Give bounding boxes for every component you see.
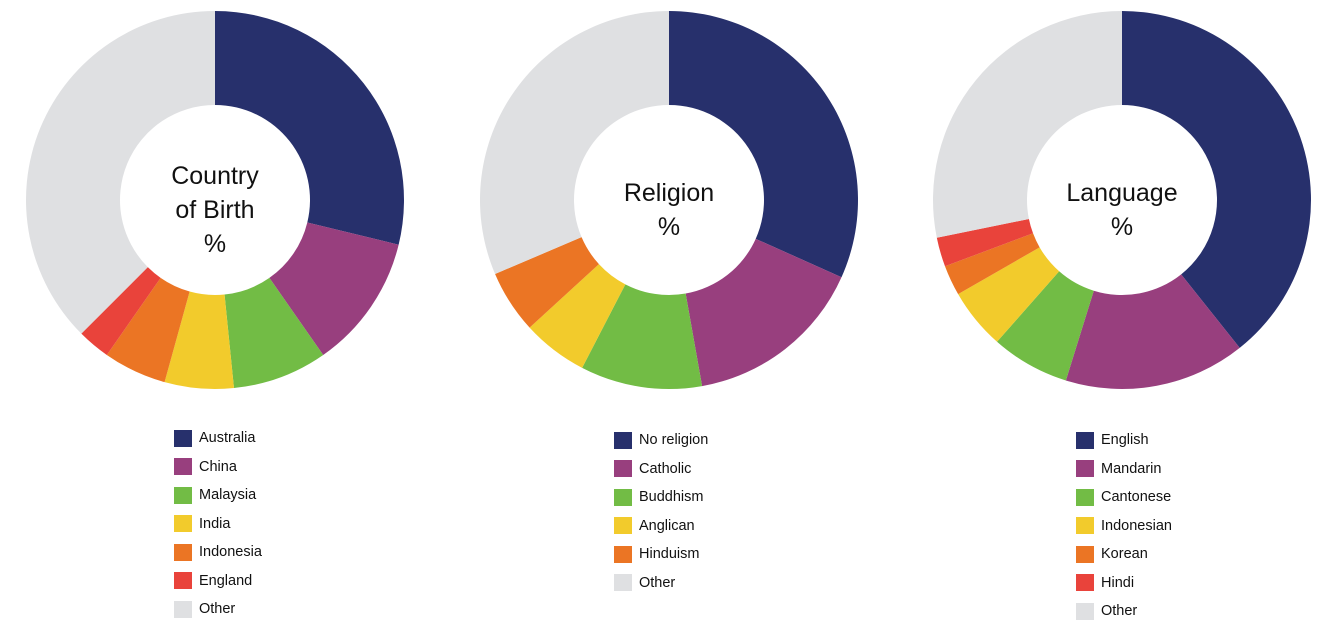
legend-swatch (174, 600, 192, 618)
slice-mandarin (1065, 274, 1240, 389)
slice-england (81, 267, 161, 355)
legend-label: Malaysia (199, 487, 257, 503)
slice-hindi (936, 218, 1034, 267)
slice-anglican (529, 264, 626, 368)
legend-swatch (174, 515, 192, 532)
slice-buddhism (582, 284, 703, 390)
slice-malaysia (224, 277, 324, 389)
slice-australia (215, 11, 404, 245)
legend-label: Other (1101, 603, 1138, 619)
legend-label: Catholic (639, 460, 692, 477)
legend-label: Hindi (1101, 574, 1135, 591)
legend-swatch (1076, 431, 1094, 449)
legend-item-hinduism: Hinduism (614, 544, 699, 564)
slice-india (164, 291, 234, 389)
legend-item-other: Other (614, 573, 675, 593)
slice-hinduism (495, 237, 599, 328)
slice-indonesian (958, 247, 1060, 342)
legend-swatch (174, 543, 192, 561)
legend-label: India (199, 515, 231, 532)
legend-item-no-religion: No religion (614, 430, 708, 450)
legend-swatch (1076, 517, 1094, 534)
legend-swatch (1076, 574, 1094, 591)
center-line: % (657, 213, 681, 241)
legend-item-malaysia: Malaysia (174, 485, 256, 505)
legend-label: English (1101, 432, 1149, 448)
legend-swatch (174, 429, 192, 447)
donut-language (933, 11, 1311, 389)
legend-item-mandarin: Mandarin (1076, 459, 1161, 479)
legend-label: Anglican (639, 517, 695, 534)
legend-label: China (199, 458, 237, 475)
legend-label: Cantonese (1101, 489, 1172, 505)
chart-country-of-birth: Country of Birth % Australia China Malaysi… (25, 0, 405, 618)
legend-item-korean: Korean (1076, 544, 1148, 564)
legend-label: Other (639, 574, 676, 591)
donut-religion (480, 11, 858, 390)
slice-china (269, 222, 399, 355)
slice-indonesia (106, 277, 190, 383)
legend-swatch (1076, 488, 1094, 506)
legend-item-english: English (1076, 430, 1149, 450)
center-line: Religion (623, 179, 715, 207)
legend-label: Indonesia (199, 544, 262, 560)
legend-swatch (614, 574, 632, 591)
center-label-country-of-birth: Country of Birth % (115, 150, 315, 270)
center-line: Country (171, 162, 259, 190)
legend-swatch (614, 431, 632, 449)
center-line: % (1110, 213, 1134, 241)
center-line: % (203, 230, 227, 258)
legend-label: Mandarin (1101, 460, 1162, 477)
legend-swatch (174, 458, 192, 475)
legend-label: England (199, 572, 253, 589)
slice-no-religion (669, 11, 858, 278)
legend-label: Hinduism (639, 546, 700, 562)
legend-item-other: Other (174, 599, 235, 619)
slice-cantonese (997, 271, 1094, 381)
legend-item-indonesia: Indonesia (174, 542, 262, 562)
legend-swatch (1076, 602, 1094, 620)
legend-swatch (1076, 545, 1094, 563)
legend-item-china: China (174, 457, 237, 477)
donut-country-of-birth (25, 11, 404, 389)
legend-swatch (614, 460, 632, 477)
legend-item-catholic: Catholic (614, 459, 691, 479)
legend-swatch (1076, 460, 1094, 477)
center-label-language: Language % (1022, 160, 1222, 260)
legend-item-cantonese: Cantonese (1076, 487, 1171, 507)
legend-item-india: India (174, 514, 230, 534)
legend-label: Australia (199, 430, 256, 446)
center-line: Language (1066, 179, 1178, 207)
legend-label: Buddhism (639, 489, 704, 505)
slice-other (933, 11, 1122, 238)
legend-label: Other (199, 601, 236, 617)
legend-label: Indonesian (1101, 517, 1172, 534)
legend-item-australia: Australia (174, 428, 255, 448)
center-line: of Birth (175, 196, 255, 224)
legend-item-indonesian: Indonesian (1076, 516, 1172, 536)
legend-item-hindi: Hindi (1076, 573, 1134, 593)
slice-other (480, 11, 669, 274)
slice-other (25, 11, 215, 334)
legend-swatch (174, 572, 192, 589)
chart-language: Language % English Mandarin Cantonese Indon… (932, 0, 1312, 621)
legend-item-anglican: Anglican (614, 516, 695, 536)
center-label-religion: Religion % (569, 160, 769, 260)
legend-swatch (174, 486, 192, 504)
legend-item-buddhism: Buddhism (614, 487, 703, 507)
legend-item-england: England (174, 571, 252, 591)
chart-religion: Religion % No religion Catholic Buddhism An… (479, 0, 859, 618)
legend-item-other: Other (1076, 601, 1137, 621)
legend-swatch (614, 517, 632, 534)
legend-label: Korean (1101, 546, 1148, 562)
legend-swatch (614, 545, 632, 563)
legend-label: No religion (639, 432, 709, 448)
legend-swatch (614, 488, 632, 506)
slice-english (1122, 11, 1311, 348)
slice-catholic (685, 238, 842, 387)
slice-korean (944, 233, 1040, 295)
